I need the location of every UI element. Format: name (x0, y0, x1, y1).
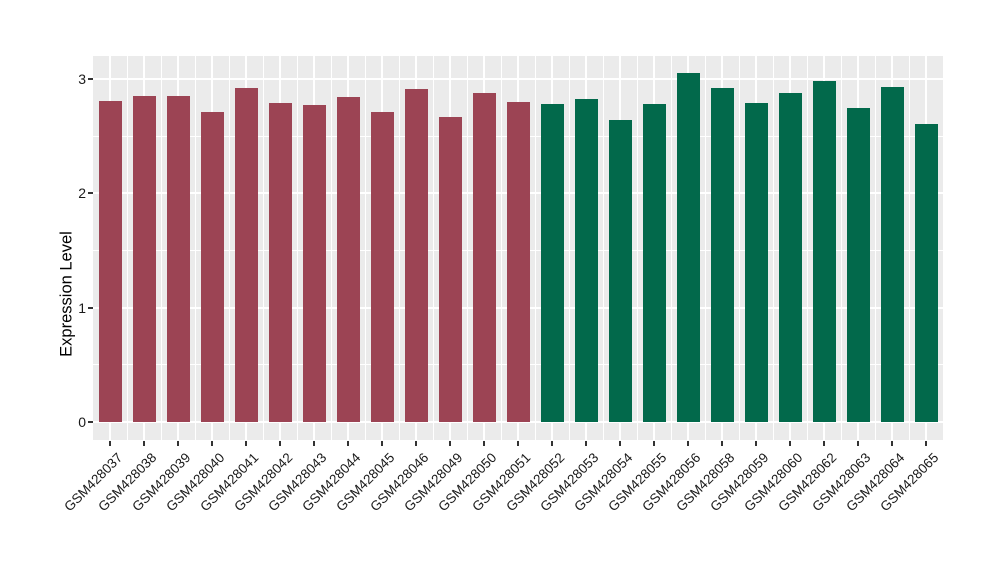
x-tick-mark (449, 441, 451, 446)
gridline-v-minor (398, 56, 400, 440)
bar-GSM428040 (200, 112, 224, 422)
x-tick-mark (415, 441, 417, 446)
bar-GSM428056 (676, 73, 700, 422)
gridline-v-minor (228, 56, 230, 440)
gridline-v-minor (330, 56, 332, 440)
gridline-v-minor (602, 56, 604, 440)
x-tick-mark (109, 441, 111, 446)
bar-GSM428038 (132, 96, 156, 422)
x-tick-mark (789, 441, 791, 446)
y-tick-label: 2 (78, 185, 86, 202)
x-tick-mark (925, 441, 927, 446)
x-tick-mark (245, 441, 247, 446)
bar-GSM428063 (846, 107, 870, 422)
y-tick-label: 1 (78, 299, 86, 316)
y-axis-title: Expression Level (57, 231, 76, 357)
bar-GSM428064 (880, 87, 904, 422)
x-tick-mark (279, 441, 281, 446)
x-tick-mark (721, 441, 723, 446)
gridline-v-minor (806, 56, 808, 440)
bar-GSM428050 (472, 92, 496, 422)
y-tick-mark (88, 306, 93, 309)
gridline-v-minor (840, 56, 842, 440)
bar-GSM428052 (540, 104, 564, 422)
x-tick-mark (857, 441, 859, 446)
gridline-v-minor (874, 56, 876, 440)
y-tick-mark (88, 421, 93, 423)
x-tick-mark (517, 441, 519, 446)
gridline-v-minor (636, 56, 638, 440)
gridline-v-minor (296, 56, 298, 440)
bar-GSM428037 (98, 100, 122, 422)
gridline-v-minor (364, 56, 366, 440)
gridline-v-minor (908, 56, 910, 440)
x-tick-mark (347, 441, 349, 446)
gridline-v-minor (534, 56, 536, 440)
y-tick-mark (88, 192, 93, 195)
x-tick-mark (177, 441, 179, 446)
gridline-v-minor (568, 56, 570, 440)
bar-GSM428049 (438, 116, 462, 422)
y-tick-label: 3 (78, 71, 86, 88)
bar-GSM428044 (336, 97, 360, 422)
gridline-v-minor (704, 56, 706, 440)
bar-GSM428054 (608, 120, 632, 422)
gridline-v-minor (738, 56, 740, 440)
bar-GSM428046 (404, 89, 428, 422)
gridline-v-minor (194, 56, 196, 440)
bar-GSM428055 (642, 104, 666, 422)
bar-GSM428065 (914, 123, 938, 422)
y-tick-label: 0 (78, 414, 86, 430)
x-tick-mark (653, 441, 655, 446)
x-tick-mark (211, 441, 213, 446)
bar-GSM428053 (574, 98, 598, 422)
bar-GSM428062 (812, 81, 836, 422)
x-tick-mark (619, 441, 621, 446)
gridline-v-minor (262, 56, 264, 440)
gridline-v-minor (160, 56, 162, 440)
bar-GSM428051 (506, 101, 530, 422)
x-tick-mark (891, 441, 893, 446)
x-tick-mark (143, 441, 145, 446)
bar-GSM428060 (778, 92, 802, 422)
bar-GSM428042 (268, 103, 292, 422)
bar-GSM428043 (302, 105, 326, 422)
gridline-v-minor (500, 56, 502, 440)
gridline-v-minor (466, 56, 468, 440)
x-tick-mark (823, 441, 825, 446)
bar-GSM428058 (710, 88, 734, 422)
bar-GSM428045 (370, 112, 394, 422)
bar-GSM428041 (234, 88, 258, 422)
x-tick-mark (381, 441, 383, 446)
bar-GSM428039 (166, 96, 190, 422)
y-tick-mark (88, 78, 93, 81)
gridline-v-minor (670, 56, 672, 440)
gridline-v-minor (126, 56, 128, 440)
bar-GSM428059 (744, 103, 768, 422)
x-tick-mark (483, 441, 485, 446)
plot-panel (93, 56, 943, 440)
x-tick-mark (585, 441, 587, 446)
gridline-v-minor (432, 56, 434, 440)
x-tick-mark (313, 441, 315, 446)
gridline-v-minor (772, 56, 774, 440)
x-tick-mark (687, 441, 689, 446)
x-tick-mark (551, 441, 553, 446)
x-tick-mark (755, 441, 757, 446)
